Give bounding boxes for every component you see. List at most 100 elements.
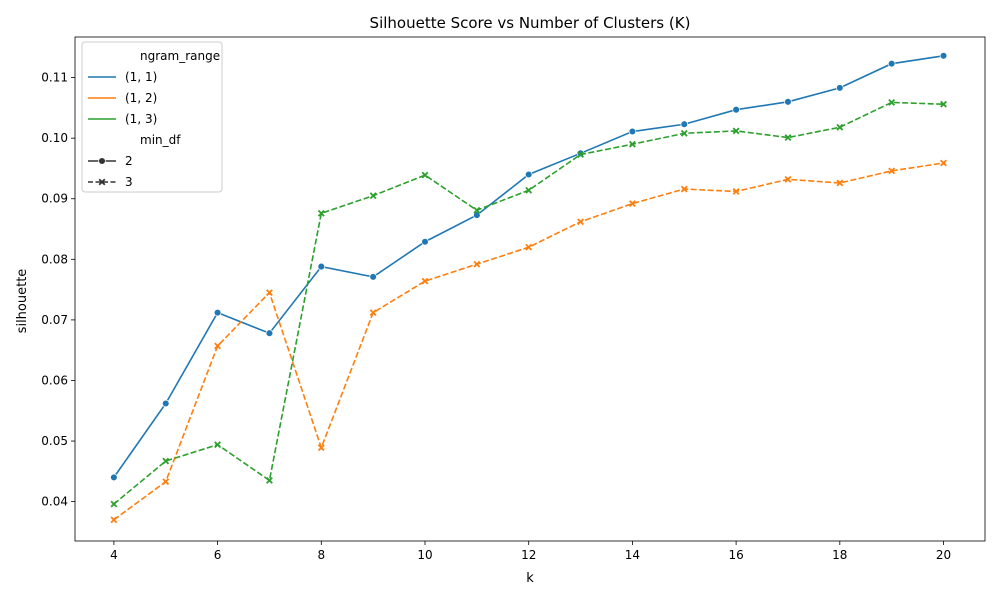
data-point xyxy=(213,308,222,317)
data-point xyxy=(110,500,118,508)
data-point xyxy=(317,262,326,271)
x-marker-stroke xyxy=(369,309,377,317)
data-point xyxy=(473,211,481,219)
x-marker-stroke xyxy=(940,159,947,167)
x-tick-label: 20 xyxy=(936,548,951,562)
plot-area xyxy=(74,36,986,542)
data-point xyxy=(369,273,377,281)
x-marker-stroke xyxy=(940,100,947,108)
x-marker-stroke xyxy=(680,129,688,137)
x-marker-stroke xyxy=(317,209,325,217)
x-tick-label: 14 xyxy=(625,548,640,562)
data-point xyxy=(110,516,118,524)
y-axis-label: silhouette xyxy=(15,269,30,334)
data-point xyxy=(784,134,792,141)
x-marker-stroke xyxy=(162,478,170,486)
legend: ngram_range (1, 1) (1, 2) (1, 3) min_df 2 3 xyxy=(81,41,223,193)
y-tick-label: 0.10 xyxy=(41,131,68,145)
data-point xyxy=(836,84,844,92)
legend-marker xyxy=(98,157,106,165)
legend-marker xyxy=(98,178,106,186)
x-marker-stroke xyxy=(732,127,740,135)
x-marker-stroke xyxy=(421,171,429,179)
y-tick-label: 0.08 xyxy=(41,252,68,266)
data-point xyxy=(888,98,896,106)
data-point xyxy=(887,59,896,68)
x-marker-stroke xyxy=(784,175,792,183)
data-point xyxy=(577,151,584,158)
x-marker-stroke xyxy=(888,98,896,106)
data-point xyxy=(317,209,325,217)
x-tick-label: 16 xyxy=(728,548,743,562)
x-marker-stroke xyxy=(888,167,896,175)
y-tick-label: 0.06 xyxy=(41,373,68,387)
x-marker-stroke xyxy=(266,289,273,297)
data-point xyxy=(161,399,170,408)
data-point xyxy=(524,170,533,179)
legend-label: (1, 3) xyxy=(125,112,157,126)
series-1 xyxy=(110,52,948,482)
data-point xyxy=(162,457,170,465)
x-axis: 4 6 8 10 12 14 16 18 20 xyxy=(110,541,951,562)
x-marker-stroke xyxy=(421,277,429,285)
x-marker-stroke xyxy=(214,441,222,449)
data-point xyxy=(577,218,584,226)
legend-label: (1, 2) xyxy=(125,91,157,105)
chart-title: Silhouette Score vs Number of Clusters (… xyxy=(370,14,691,32)
data-point xyxy=(680,129,688,137)
x-tick-label: 8 xyxy=(317,548,325,562)
x-marker-stroke xyxy=(680,185,688,193)
data-point xyxy=(265,329,274,337)
x-marker-stroke xyxy=(214,342,222,350)
x-marker-stroke xyxy=(98,178,106,186)
plot-frame xyxy=(74,36,986,542)
data-point xyxy=(317,444,325,452)
x-axis-label: k xyxy=(526,571,534,586)
y-tick-label: 0.09 xyxy=(41,192,68,206)
data-point xyxy=(940,100,947,108)
legend-label: (1, 1) xyxy=(125,70,157,84)
x-marker-stroke xyxy=(266,476,273,484)
x-marker-stroke xyxy=(317,444,325,452)
x-marker-stroke xyxy=(110,500,118,508)
series-3 xyxy=(110,98,947,508)
x-tick-label: 10 xyxy=(417,548,432,562)
legend-label: 3 xyxy=(125,175,133,189)
x-marker-stroke xyxy=(525,186,533,194)
data-point xyxy=(421,277,429,285)
data-point xyxy=(162,478,170,486)
legend-hue-title: ngram_range xyxy=(140,49,220,63)
data-point xyxy=(214,441,222,449)
data-point xyxy=(473,260,481,268)
data-point xyxy=(732,188,740,195)
y-tick-label: 0.05 xyxy=(41,434,68,448)
x-tick-label: 6 xyxy=(214,548,222,562)
data-point xyxy=(421,238,429,246)
data-point xyxy=(473,206,481,214)
x-marker-stroke xyxy=(628,140,636,148)
data-point xyxy=(784,98,792,106)
x-marker-stroke xyxy=(577,218,584,226)
data-point xyxy=(680,120,689,128)
data-point xyxy=(784,175,792,183)
legend-box xyxy=(81,41,223,193)
series-line xyxy=(113,101,944,505)
data-point xyxy=(888,167,896,175)
data-point xyxy=(732,127,740,135)
data-point xyxy=(940,159,947,167)
y-axis: 0.04 0.05 0.06 0.07 0.08 0.09 0.10 0.11 xyxy=(41,71,75,509)
x-marker-stroke xyxy=(732,188,740,195)
legend-label: 2 xyxy=(125,154,133,168)
data-point xyxy=(369,192,377,200)
series-2 xyxy=(110,159,947,524)
x-marker-stroke xyxy=(473,206,481,214)
data-point xyxy=(525,243,533,251)
x-marker-stroke xyxy=(162,457,170,465)
x-marker-stroke xyxy=(110,516,118,524)
data-point xyxy=(421,171,429,179)
data-point xyxy=(628,140,636,148)
x-tick-label: 4 xyxy=(110,548,118,562)
data-point xyxy=(939,52,948,60)
x-marker-stroke xyxy=(628,200,636,208)
